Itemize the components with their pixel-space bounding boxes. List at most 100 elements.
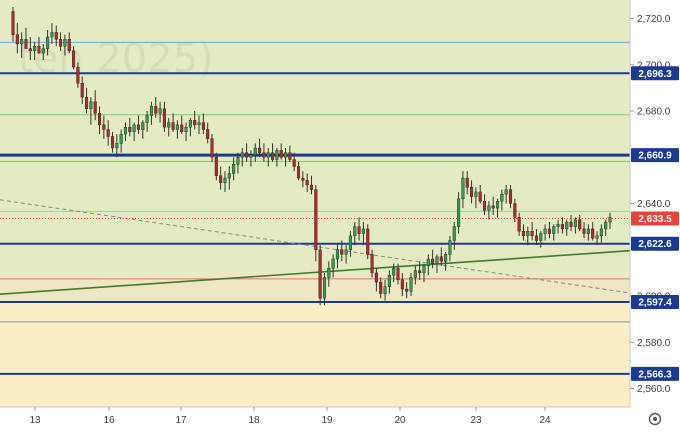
candle[interactable] <box>275 148 279 167</box>
candle[interactable] <box>560 217 564 234</box>
candle[interactable] <box>552 224 556 241</box>
candle[interactable] <box>357 217 361 241</box>
candle[interactable] <box>439 247 443 266</box>
candle[interactable] <box>491 196 495 216</box>
candle[interactable] <box>102 115 106 139</box>
candle[interactable] <box>171 113 175 132</box>
candle[interactable] <box>348 231 352 257</box>
candle[interactable] <box>461 171 465 209</box>
candle[interactable] <box>327 261 331 287</box>
candle[interactable] <box>214 152 218 181</box>
level-price-tag[interactable]: 2,597.4 <box>631 295 679 310</box>
candle[interactable] <box>435 254 439 273</box>
candle[interactable] <box>608 212 612 229</box>
candle[interactable] <box>85 87 89 114</box>
candle[interactable] <box>67 32 71 54</box>
candle[interactable] <box>413 265 417 285</box>
candle[interactable] <box>266 148 270 167</box>
candle[interactable] <box>50 23 54 44</box>
candle[interactable] <box>591 222 595 241</box>
candle[interactable] <box>258 138 262 158</box>
trendline[interactable] <box>0 249 631 295</box>
candle[interactable] <box>240 148 244 167</box>
candle[interactable] <box>106 120 110 146</box>
candle[interactable] <box>331 254 335 278</box>
candle[interactable] <box>33 41 37 61</box>
candle[interactable] <box>154 97 158 118</box>
candle[interactable] <box>219 166 223 190</box>
candle[interactable] <box>158 101 162 123</box>
candle[interactable] <box>206 122 210 144</box>
candle[interactable] <box>604 219 608 236</box>
candle[interactable] <box>188 117 192 137</box>
candle[interactable] <box>54 25 58 47</box>
candle[interactable] <box>366 224 370 259</box>
level-price-tag[interactable]: 2,622.6 <box>631 236 679 251</box>
candle[interactable] <box>521 224 526 241</box>
candle[interactable] <box>271 143 275 162</box>
candle[interactable] <box>279 143 283 160</box>
candle[interactable] <box>569 215 573 232</box>
candle[interactable] <box>452 222 456 250</box>
gear-icon[interactable] <box>648 412 662 426</box>
candle[interactable] <box>322 272 327 306</box>
candle[interactable] <box>227 166 231 190</box>
candle[interactable] <box>136 115 140 135</box>
candle[interactable] <box>335 242 339 269</box>
candle[interactable] <box>595 231 599 246</box>
candle[interactable] <box>80 76 84 105</box>
candle[interactable] <box>483 194 487 216</box>
candle[interactable] <box>383 279 387 301</box>
candle[interactable] <box>141 120 145 139</box>
candle[interactable] <box>504 185 508 204</box>
candle[interactable] <box>392 263 396 283</box>
candle[interactable] <box>517 212 521 236</box>
candle[interactable] <box>197 115 201 135</box>
candle[interactable] <box>508 185 513 209</box>
level-price-tag[interactable]: 2,696.3 <box>631 66 679 81</box>
candle[interactable] <box>93 90 97 121</box>
candle[interactable] <box>513 198 517 222</box>
current-price-tag[interactable]: 2,633.5 <box>631 211 679 226</box>
candle[interactable] <box>470 180 474 204</box>
candle[interactable] <box>89 97 93 125</box>
candle[interactable] <box>11 6 15 42</box>
candle[interactable] <box>465 171 469 195</box>
candle[interactable] <box>444 252 448 271</box>
candle[interactable] <box>301 171 305 188</box>
level-price-tag[interactable]: 2,660.9 <box>631 148 679 163</box>
candle[interactable] <box>405 282 409 299</box>
candle[interactable] <box>539 231 543 248</box>
candle[interactable] <box>253 143 257 162</box>
candle[interactable] <box>556 219 560 234</box>
candle[interactable] <box>530 222 534 241</box>
candle[interactable] <box>400 272 404 296</box>
candle[interactable] <box>37 37 41 54</box>
candle[interactable] <box>361 222 365 246</box>
level-price-tag[interactable]: 2,566.3 <box>631 366 679 381</box>
candle[interactable] <box>284 148 288 167</box>
candle[interactable] <box>249 150 253 167</box>
candle[interactable] <box>132 122 136 142</box>
candle[interactable] <box>292 152 296 172</box>
candle[interactable] <box>578 215 582 232</box>
candle[interactable] <box>76 62 80 88</box>
candle[interactable] <box>422 263 426 283</box>
chart-settings-button[interactable] <box>648 412 662 426</box>
candle[interactable] <box>20 32 24 58</box>
candle[interactable] <box>448 235 452 262</box>
candle[interactable] <box>123 122 128 142</box>
candle[interactable] <box>236 152 240 174</box>
candle[interactable] <box>314 185 318 262</box>
candle[interactable] <box>478 185 482 204</box>
candle[interactable] <box>41 43 45 61</box>
candle[interactable] <box>370 249 374 278</box>
candle[interactable] <box>495 198 500 218</box>
candle[interactable] <box>379 277 383 299</box>
candle[interactable] <box>115 134 119 158</box>
candle[interactable] <box>353 222 357 246</box>
candle[interactable] <box>97 106 102 135</box>
candle[interactable] <box>175 120 179 139</box>
